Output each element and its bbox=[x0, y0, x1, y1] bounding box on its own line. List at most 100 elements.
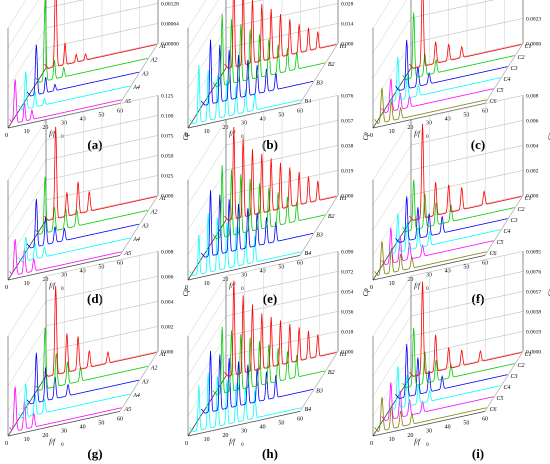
series-line-a2 bbox=[35, 176, 148, 235]
x-tick-label: 50 bbox=[98, 264, 104, 270]
series-line-a2 bbox=[35, 0, 148, 83]
y-tick-label: 0.100 bbox=[161, 113, 174, 119]
x-tick-label: 0 bbox=[370, 441, 373, 447]
x-tick-label: 30 bbox=[241, 121, 247, 127]
series-label: C4 bbox=[504, 384, 511, 391]
chart-panel-a: 0.000000.000640.001280.001920.002560.003… bbox=[0, 0, 180, 140]
series-line-a1 bbox=[44, 126, 157, 221]
series-line-b4 bbox=[189, 65, 302, 125]
series-label: B2 bbox=[328, 370, 335, 376]
y-tick-label: 0.0095 bbox=[526, 249, 541, 255]
chart-panel-b: 0.0000.0140.0280.0420.0560.070Cp01020304… bbox=[180, 0, 360, 140]
series-label: C2 bbox=[517, 207, 524, 213]
series-label: C6 bbox=[490, 251, 497, 257]
depth-axis-line-right bbox=[119, 195, 159, 256]
x-tick-label: 40 bbox=[260, 425, 266, 431]
series-label: B2 bbox=[328, 214, 335, 220]
gridline bbox=[187, 7, 227, 69]
x-tick-label: 60 bbox=[482, 416, 488, 422]
series-line-a3 bbox=[26, 44, 140, 97]
series-label: C5 bbox=[497, 396, 504, 402]
x-axis-line bbox=[187, 102, 301, 129]
x-tick-label: 10 bbox=[389, 437, 395, 443]
depth-axis-line-right bbox=[299, 351, 339, 412]
depth-axis-line-right bbox=[484, 195, 524, 256]
series-line-b3 bbox=[200, 39, 314, 106]
y-tick-label: 0.006 bbox=[161, 274, 174, 280]
x-tick-label: 0 bbox=[5, 441, 8, 447]
y-tick-label: 0.008 bbox=[526, 93, 539, 99]
series-label: C2 bbox=[517, 55, 524, 61]
x-tick-label: 10 bbox=[204, 129, 210, 135]
x-tick-label: 40 bbox=[445, 117, 451, 123]
x-tick-label: 50 bbox=[98, 420, 104, 426]
chart-panel-c: 0.00000.00230.00460.00690.0092Cp01020304… bbox=[365, 0, 545, 140]
x-tick-label: 10 bbox=[204, 281, 210, 287]
series-label: C1 bbox=[524, 196, 531, 202]
caption-d: (d) bbox=[87, 291, 103, 306]
y-axis-label: Cp bbox=[362, 132, 370, 141]
x-tick-label: 0 bbox=[185, 441, 188, 447]
series-label: A5 bbox=[124, 251, 132, 257]
grid-lines bbox=[372, 251, 524, 437]
x-tick-label: 30 bbox=[426, 121, 432, 127]
depth-axis-line-right bbox=[484, 43, 524, 104]
series-line-c1 bbox=[409, 281, 522, 377]
grid-lines bbox=[7, 95, 159, 281]
series-line-a4 bbox=[17, 383, 131, 419]
gridline bbox=[187, 295, 227, 357]
gridline bbox=[187, 275, 227, 337]
chart-a-svg: 0.000000.000640.001280.001920.002560.003… bbox=[5, 0, 179, 140]
chart-panel-f: 0.000 0.002 0.004 0.006 0.008 Cp 0 10 20 30 40 50 60… bbox=[365, 93, 550, 292]
series-line-a5 bbox=[9, 386, 122, 431]
gridline bbox=[7, 275, 47, 337]
x-tick-label: 10 bbox=[389, 281, 395, 287]
series-label: A3 bbox=[141, 71, 149, 77]
x-tick-label: 20 bbox=[222, 125, 228, 131]
gridline bbox=[372, 42, 412, 104]
x-tick-label: 50 bbox=[278, 264, 284, 270]
x-tick-label: 60 bbox=[297, 416, 303, 422]
depth-axis-line-right bbox=[119, 43, 159, 104]
x-axis-label: f/f bbox=[414, 282, 421, 290]
y-tick-label: 0.050 bbox=[161, 153, 174, 159]
gridline bbox=[187, 119, 227, 181]
x-tick-label: 40 bbox=[445, 425, 451, 431]
series-line-a2 bbox=[35, 327, 148, 391]
y-tick-label: 0.002 bbox=[526, 168, 539, 174]
series-label: C6 bbox=[490, 407, 497, 413]
chart-c-svg: 0.00000.00230.00460.00690.0092Cp01020304… bbox=[370, 0, 541, 140]
y-tick-label: 0.000 bbox=[161, 349, 174, 355]
caption-c: (c) bbox=[470, 137, 486, 152]
y-tick-label: 0.075 bbox=[161, 133, 174, 139]
gridline bbox=[7, 7, 47, 69]
gridline bbox=[7, 300, 47, 362]
y-tick-label: 0.018 bbox=[341, 329, 354, 335]
x-tick-label: 10 bbox=[24, 437, 30, 443]
series-line-a3 bbox=[26, 198, 140, 249]
x-tick-label: 0 bbox=[5, 285, 8, 291]
gridline bbox=[187, 315, 227, 377]
series-line-c3 bbox=[395, 196, 508, 243]
series-label: A1 bbox=[158, 44, 166, 50]
caption-h: (h) bbox=[262, 446, 278, 461]
x-axis-label: f/f bbox=[229, 282, 236, 290]
series-line-a4 bbox=[17, 71, 131, 111]
x-tick-label: 30 bbox=[61, 429, 67, 435]
y-tick-label: 0.025 bbox=[161, 173, 174, 179]
y-tick-label: 0.036 bbox=[341, 309, 354, 315]
series-line-c1 bbox=[409, 0, 522, 69]
chart-panel-e: 0.000 0.019 0.038 0.057 0.076 Cp 0 10 20 30 40 50 60… bbox=[180, 93, 370, 292]
y-tick-label: 0.038 bbox=[341, 143, 354, 149]
x-tick-label: 0 bbox=[5, 133, 8, 139]
x-axis-label: f/f bbox=[49, 438, 56, 446]
x-tick-label: 40 bbox=[260, 117, 266, 123]
y-tick-label: 0.0057 bbox=[526, 289, 541, 295]
x-tick-label: 20 bbox=[42, 277, 48, 283]
series-line-a4 bbox=[17, 236, 131, 263]
x-tick-label: 10 bbox=[389, 129, 395, 135]
x-tick-label: 40 bbox=[260, 269, 266, 275]
series-label: C5 bbox=[497, 88, 504, 94]
x-tick-label: 40 bbox=[80, 269, 86, 275]
series-label: A5 bbox=[124, 407, 132, 413]
